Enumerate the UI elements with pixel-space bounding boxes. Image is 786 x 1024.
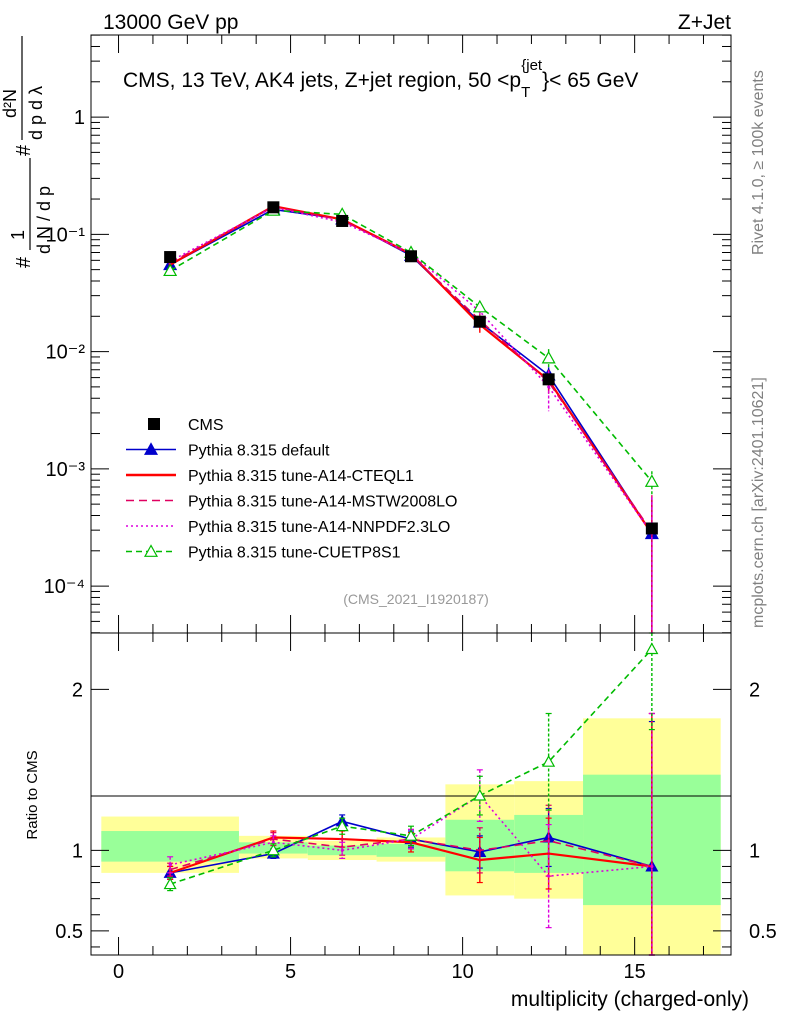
ratio-tick-label-right: 2 (749, 679, 760, 701)
ratio-point (404, 829, 418, 841)
y-tick-label: 10⁻³ (46, 459, 86, 481)
top-series-2 (168, 204, 654, 633)
ratio-point (271, 840, 275, 844)
rivet-label: Rivet 4.1.0, ≥ 100k events (750, 70, 767, 255)
ratio-point (650, 864, 654, 868)
ratio-point (473, 788, 487, 801)
top-series-1 (168, 204, 654, 633)
ratio-series (163, 632, 659, 956)
top-ticks: 10⁻⁴ 10⁻³ 10⁻² 10⁻¹ 1 (44, 34, 731, 634)
cms-point (473, 315, 486, 328)
ratio-point (271, 837, 275, 841)
y-axis-label-ratio: Ratio to CMS (24, 750, 41, 839)
ratio-series-4 (163, 632, 659, 892)
ratio-point (478, 848, 482, 852)
ratio-point (542, 755, 556, 767)
svg-text:d p d λ: d p d λ (26, 86, 46, 140)
top-point (163, 263, 178, 277)
svg-text:#: # (13, 256, 35, 268)
ratio-tick-label: 0.5 (55, 921, 83, 943)
x-tick-label: 15 (624, 961, 646, 983)
ratio-frame (90, 632, 732, 956)
top-point (541, 350, 556, 364)
svg-text:#: # (13, 144, 35, 156)
legend: CMS Pythia 8.315 default Pythia 8.315 tune… (126, 417, 457, 562)
top-point (547, 385, 551, 389)
mcplots-label: mcplots.cern.ch [arXiv:2401.10621] (750, 377, 767, 628)
legend-label-cms: CMS (188, 417, 224, 434)
cms-point (267, 201, 280, 214)
header-left: 13000 GeV pp (103, 11, 238, 34)
ratio-tick-label-right: 0.5 (749, 921, 777, 943)
cms-point (164, 251, 177, 264)
y-axis-label-top: # 1 d N / d p # d²N d p d λ (0, 36, 54, 268)
legend-marker-0 (143, 442, 159, 455)
top-series (163, 201, 659, 633)
legend-label-1: Pythia 8.315 tune-A14-CTEQL1 (188, 468, 414, 485)
cms-data (164, 201, 658, 535)
y-tick-label: 10⁻² (46, 342, 86, 364)
header-right: Z+Jet (678, 11, 731, 34)
x-axis-label: multiplicity (charged-only) (511, 988, 749, 1011)
legend-label-3: Pythia 8.315 tune-A14-NNPDF2.3LO (188, 519, 450, 536)
legend-label-0: Pythia 8.315 default (188, 443, 330, 460)
ratio-point (335, 819, 349, 832)
ratio-point (645, 642, 659, 655)
cms-point (645, 522, 658, 535)
y-tick-label: 1 (74, 107, 85, 129)
cms-point (542, 373, 555, 386)
x-tick-label: 0 (113, 961, 124, 983)
cms-point (336, 214, 349, 227)
svg-text:d²N: d²N (0, 89, 20, 118)
top-series-0 (163, 202, 659, 633)
ratio-ticks: 0.5 0.5 1 1 2 2 0 5 10 15 (55, 633, 777, 983)
x-tick-label: 5 (285, 961, 296, 983)
svg-text:1: 1 (8, 230, 28, 240)
analysis-id: (CMS_2021_I1920187) (343, 591, 489, 607)
ratio-point (163, 877, 177, 890)
ratio-point (340, 845, 344, 849)
ratio-point (547, 874, 551, 878)
ratio-point (340, 848, 344, 852)
top-series-3 (168, 205, 654, 633)
ratio-tick-label: 2 (72, 679, 83, 701)
legend-label-2: Pythia 8.315 tune-A14-MSTW2008LO (188, 494, 457, 511)
top-point (472, 299, 487, 313)
legend-label-4: Pythia 8.315 tune-CUETP8S1 (188, 545, 401, 562)
legend-marker-cms (148, 418, 160, 430)
svg-text:d N / d p: d N / d p (34, 186, 54, 254)
ratio-point (168, 863, 172, 867)
top-frame (90, 34, 732, 634)
ratio-tick-label-right: 1 (749, 840, 760, 862)
ratio-tick-label: 1 (72, 840, 83, 862)
top-point (644, 474, 659, 487)
y-tick-label: 10⁻⁴ (44, 576, 85, 598)
legend-marker-4 (143, 544, 159, 557)
ratio-point (266, 843, 280, 856)
chart-title: CMS, 13 TeV, AK4 jets, Z+jet region, 50 … (123, 57, 638, 101)
y-tick-label: 10⁻¹ (46, 224, 86, 246)
cms-point (405, 250, 417, 263)
x-tick-label: 10 (451, 961, 473, 983)
ratio-point (547, 852, 551, 856)
